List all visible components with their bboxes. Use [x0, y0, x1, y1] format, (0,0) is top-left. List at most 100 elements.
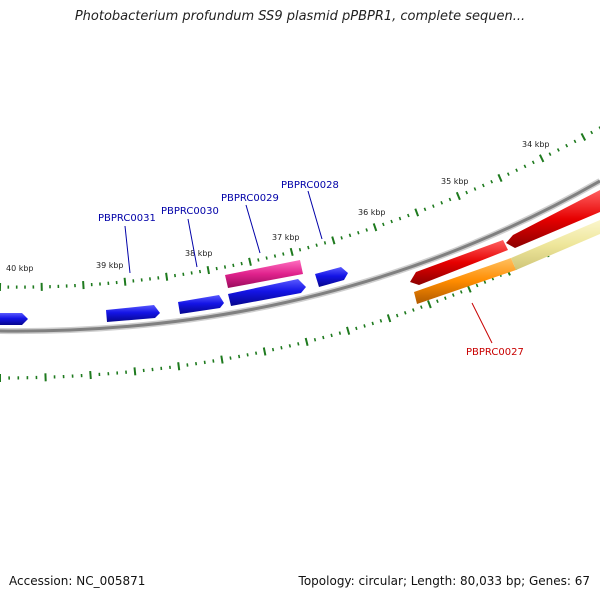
outer-ring-minor-tick — [357, 230, 360, 235]
outer-ring-major-tick — [123, 277, 127, 286]
outer-ring-major-tick — [539, 154, 545, 163]
inner-ring-minor-tick — [195, 361, 198, 366]
inner-ring-minor-tick — [255, 351, 258, 355]
gene-feature-PBPRC0028[interactable] — [315, 267, 348, 287]
outer-ring-minor-tick — [348, 233, 352, 238]
tick-label-35kbp: 35 kbp — [441, 177, 469, 186]
outer-ring-major-tick — [248, 257, 252, 266]
gene-label-PBPRC0031[interactable]: PBPRC0031 — [98, 213, 156, 224]
outer-ring-minor-tick — [240, 261, 243, 266]
leader-line-PBPRC0031 — [124, 225, 131, 274]
outer-ring-major-tick — [414, 208, 420, 217]
outer-ring-minor-tick — [398, 216, 402, 221]
outer-ring-minor-tick — [423, 207, 427, 212]
outer-ring-minor-tick — [340, 236, 343, 240]
outer-ring-major-tick — [455, 191, 461, 201]
outer-ring-major-tick — [206, 266, 210, 275]
outer-ring-minor-tick — [215, 266, 218, 271]
outer-ring-minor-tick — [232, 263, 235, 268]
leader-line-PBPRC0028 — [307, 190, 323, 240]
outer-ring-minor-tick — [506, 172, 510, 176]
gene-feature-PBPRC0030[interactable] — [178, 295, 224, 314]
inner-ring-major-tick — [262, 347, 267, 356]
inner-ring-minor-tick — [203, 360, 206, 365]
inner-ring-minor-tick — [280, 346, 283, 350]
inner-ring-major-tick — [386, 314, 392, 323]
gene-feature-reverse-2[interactable] — [506, 190, 600, 248]
outer-ring-minor-tick — [531, 160, 535, 165]
leader-line-PBPRC0029 — [245, 204, 261, 254]
inner-ring-major-tick — [346, 326, 351, 335]
gene-feature-PBPRC0027[interactable] — [414, 258, 516, 304]
gene-feature-forward[interactable] — [0, 313, 28, 325]
gene-feature-PBPRC0031[interactable] — [106, 305, 160, 322]
inner-ring-minor-tick — [379, 319, 383, 323]
tick-label-36kbp: 36 kbp — [358, 208, 386, 217]
inner-ring-minor-tick — [420, 305, 423, 309]
leader-line-PBPRC0027 — [471, 302, 493, 344]
inner-ring-minor-tick — [436, 299, 439, 303]
outer-ring-minor-tick — [598, 126, 600, 130]
outer-ring-minor-tick — [382, 222, 385, 227]
accession-label: Accession: NC_005871 — [9, 574, 146, 588]
tick-ring-inner — [0, 223, 600, 382]
outer-ring-minor-tick — [440, 201, 444, 205]
outer-ring-minor-tick — [315, 243, 318, 247]
inner-ring-minor-tick — [246, 353, 249, 357]
gene-label-PBPRC0027[interactable]: PBPRC0027 — [466, 347, 524, 358]
gene-label-PBPRC0028[interactable]: PBPRC0028 — [281, 180, 339, 191]
gene-feature-reverse-1[interactable] — [410, 240, 508, 285]
outer-ring-major-tick — [497, 173, 503, 183]
gene-feature-forward-2[interactable] — [228, 279, 306, 306]
outer-ring-minor-tick — [365, 228, 368, 232]
inner-ring-major-tick — [177, 362, 181, 371]
outer-ring-minor-tick — [565, 143, 569, 148]
outer-ring-major-tick — [289, 247, 294, 257]
inner-ring-minor-tick — [330, 333, 333, 338]
inner-ring-minor-tick — [459, 290, 463, 294]
outer-ring-minor-tick — [273, 254, 277, 258]
inner-ring-minor-tick — [403, 311, 407, 315]
map-title: Photobacterium profundum SS9 plasmid pPB… — [74, 9, 526, 24]
tick-ring-outer — [0, 126, 600, 292]
inner-ring-minor-tick — [475, 283, 479, 288]
outer-ring-minor-tick — [323, 241, 327, 245]
outer-ring-minor-tick — [432, 204, 435, 208]
plasmid-backbone — [0, 178, 600, 335]
tick-label-38kbp: 38 kbp — [185, 249, 213, 258]
inner-ring-minor-tick — [371, 321, 374, 326]
tick-label-37kbp: 37 kbp — [272, 233, 300, 242]
inner-ring-major-tick — [427, 300, 432, 309]
gene-label-PBPRC0029[interactable]: PBPRC0029 — [221, 193, 279, 204]
inner-ring-minor-tick — [451, 293, 455, 297]
inner-ring-minor-tick — [338, 331, 342, 335]
inner-ring-minor-tick — [412, 308, 415, 312]
outer-ring-major-tick — [82, 281, 85, 290]
inner-ring-minor-tick — [444, 296, 447, 300]
gene-feature-reverse-faint[interactable] — [511, 220, 600, 270]
outer-ring-minor-tick — [198, 269, 202, 274]
leader-line-PBPRC0030 — [187, 218, 198, 268]
inner-ring-major-tick — [89, 371, 92, 380]
inner-ring-minor-tick — [363, 324, 366, 328]
gene-feature-PBPRC0029[interactable] — [225, 260, 303, 288]
outer-ring-minor-tick — [481, 183, 485, 188]
tick-label-39kbp: 39 kbp — [96, 261, 124, 270]
inner-ring-major-tick — [133, 367, 137, 376]
outer-ring-minor-tick — [573, 139, 577, 144]
outer-ring-minor-tick — [190, 271, 193, 275]
tick-label-40kbp: 40 kbp — [6, 264, 34, 273]
outer-ring-minor-tick — [590, 130, 594, 135]
topology-label: Topology: circular; Length: 80,033 bp; G… — [298, 574, 590, 588]
inner-ring-minor-tick — [288, 344, 292, 348]
tick-label-34kbp: 34 kbp — [522, 140, 550, 149]
inner-ring-minor-tick — [483, 280, 487, 284]
gene-label-PBPRC0030[interactable]: PBPRC0030 — [161, 206, 219, 217]
inner-ring-minor-tick — [297, 342, 300, 346]
outer-ring-minor-tick — [465, 190, 469, 195]
inner-ring-minor-tick — [238, 354, 241, 359]
outer-ring-minor-tick — [298, 248, 302, 252]
inner-ring-minor-tick — [355, 326, 358, 331]
inner-ring-major-tick — [220, 355, 224, 364]
